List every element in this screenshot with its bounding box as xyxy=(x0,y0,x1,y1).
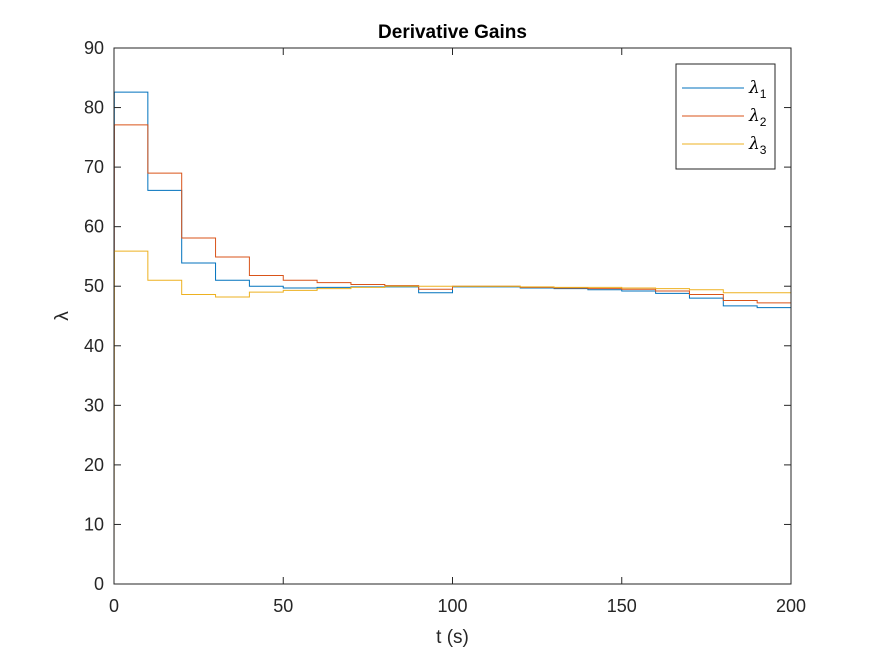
chart-title: Derivative Gains xyxy=(378,22,527,43)
x-tick-label: 0 xyxy=(109,596,119,616)
series-line-1 xyxy=(113,91,791,585)
series-line-2 xyxy=(113,124,791,585)
x-tick-label: 50 xyxy=(273,596,293,616)
y-tick-label: 70 xyxy=(84,157,104,177)
y-tick-label: 0 xyxy=(94,574,104,594)
y-tick-label: 60 xyxy=(84,217,104,237)
y-tick-label: 80 xyxy=(84,98,104,118)
y-tick-label: 20 xyxy=(84,455,104,475)
x-tick-label: 100 xyxy=(437,596,467,616)
ticks-layer: 0 50 100 150 200 0 10 20 30 40 50 60 70 80 90 xyxy=(84,38,806,616)
x-tick-label: 200 xyxy=(776,596,806,616)
legend-subscript: 2 xyxy=(760,115,767,129)
y-tick-label: 30 xyxy=(84,395,104,415)
y-tick-label: 10 xyxy=(84,514,104,534)
legend-symbol: λ xyxy=(748,106,760,126)
y-tick-label: 90 xyxy=(84,38,104,58)
legend-label-2: λ2 xyxy=(748,106,767,129)
legend-subscript: 3 xyxy=(760,143,767,157)
series-layer xyxy=(113,91,791,585)
legend-symbol: λ xyxy=(748,78,760,98)
x-tick-label: 150 xyxy=(607,596,637,616)
legend-symbol: λ xyxy=(748,134,760,154)
legend-label-3: λ3 xyxy=(748,134,767,157)
y-tick-label: 40 xyxy=(84,336,104,356)
legend-label-1: λ1 xyxy=(748,78,767,101)
y-axis-label: λ xyxy=(52,311,73,321)
legend-subscript: 1 xyxy=(760,87,767,101)
x-axis-label: t (s) xyxy=(436,627,469,648)
y-tick-label: 50 xyxy=(84,276,104,296)
series-line-3 xyxy=(113,250,791,585)
